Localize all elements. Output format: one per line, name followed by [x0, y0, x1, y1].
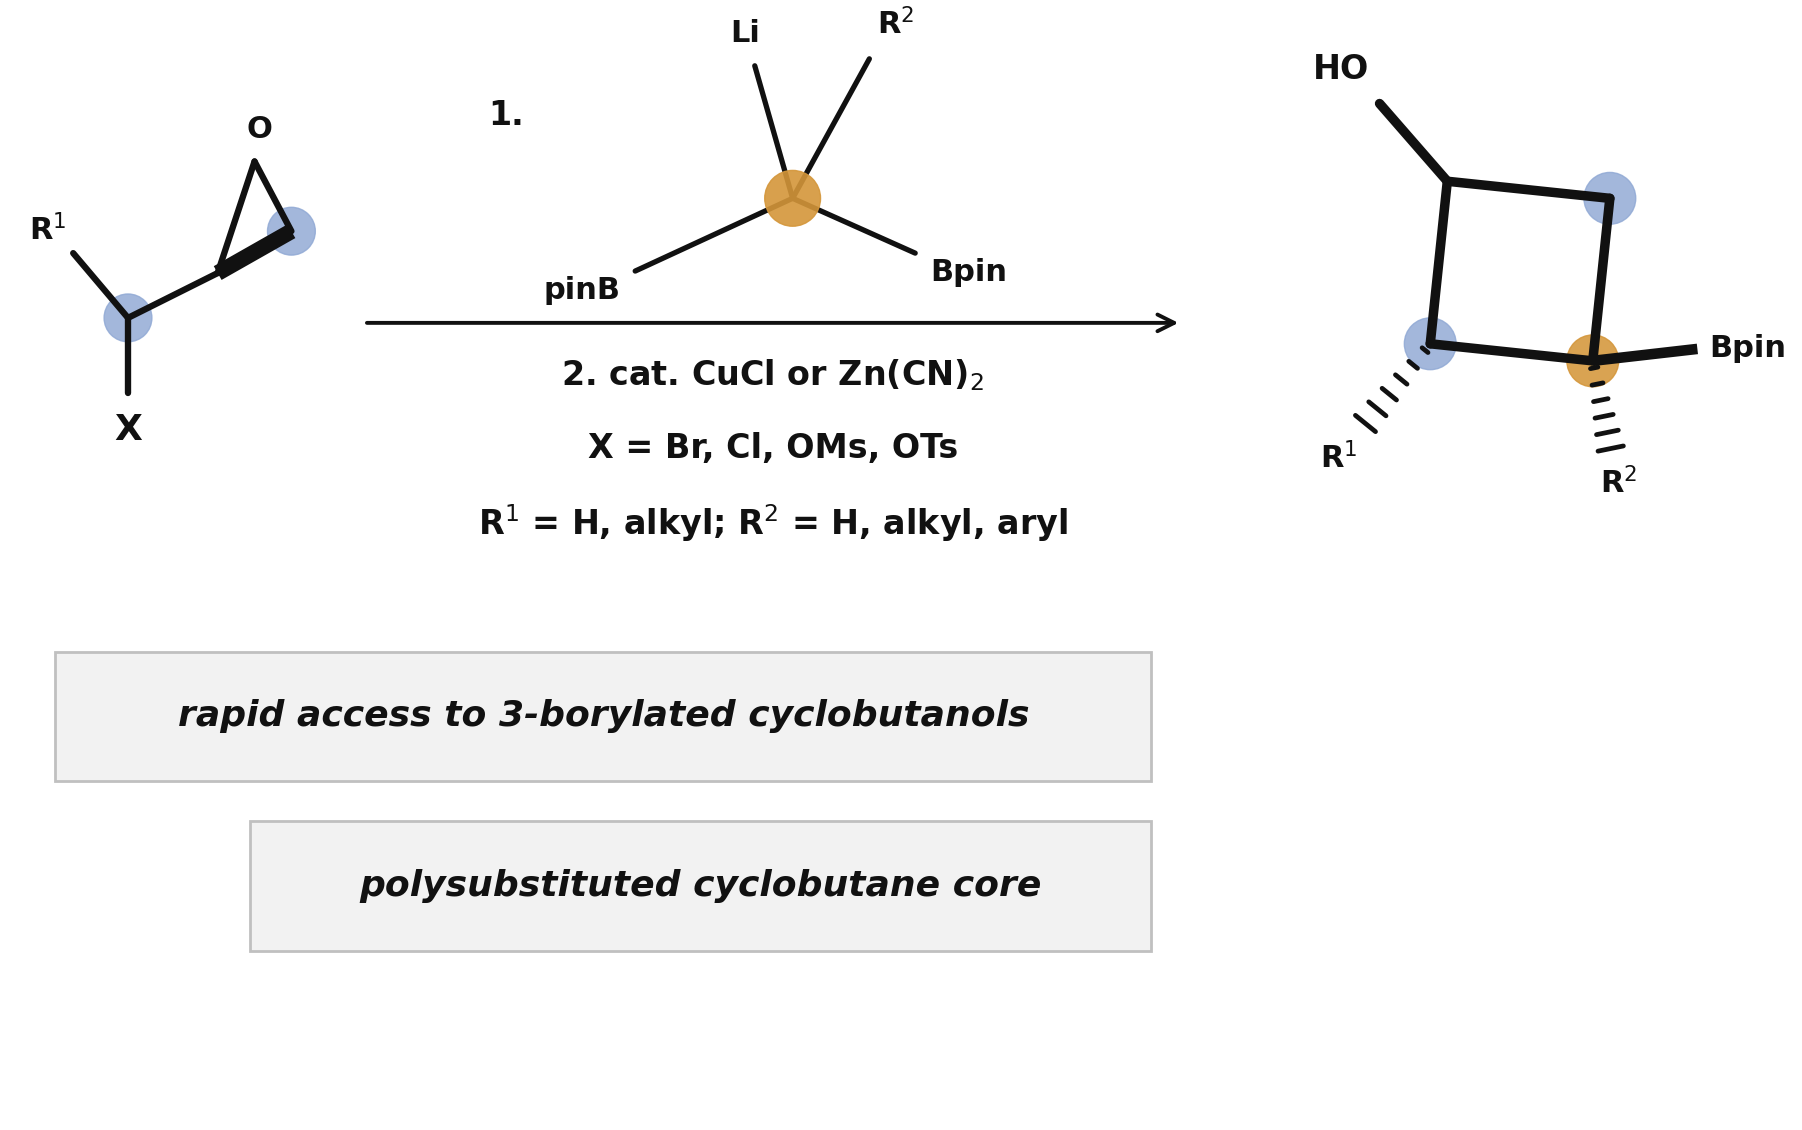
Circle shape — [1404, 318, 1456, 370]
Text: 2. cat. CuCl or Zn(CN)$_2$: 2. cat. CuCl or Zn(CN)$_2$ — [562, 358, 984, 393]
Text: 1.: 1. — [488, 98, 524, 132]
FancyBboxPatch shape — [249, 822, 1151, 950]
Text: HO: HO — [1314, 53, 1370, 86]
Text: R$^1$: R$^1$ — [1321, 442, 1357, 473]
Text: O: O — [247, 114, 272, 144]
Text: R$^1$: R$^1$ — [29, 214, 67, 246]
Text: Bpin: Bpin — [930, 258, 1007, 287]
Text: Li: Li — [730, 19, 760, 47]
Circle shape — [764, 171, 820, 226]
FancyBboxPatch shape — [56, 652, 1151, 781]
Circle shape — [267, 207, 315, 255]
Circle shape — [105, 294, 151, 341]
Text: R$^1$ = H, alkyl; R$^2$ = H, alkyl, aryl: R$^1$ = H, alkyl; R$^2$ = H, alkyl, aryl — [478, 502, 1067, 544]
Circle shape — [1584, 173, 1636, 224]
Text: Bpin: Bpin — [1710, 334, 1786, 364]
Text: X: X — [114, 412, 142, 446]
Text: polysubstituted cyclobutane core: polysubstituted cyclobutane core — [359, 869, 1042, 903]
Text: R$^2$: R$^2$ — [1600, 467, 1638, 499]
Text: X = Br, Cl, OMs, OTs: X = Br, Cl, OMs, OTs — [587, 433, 959, 466]
Text: rapid access to 3-borylated cyclobutanols: rapid access to 3-borylated cyclobutanol… — [178, 699, 1029, 733]
Text: R$^2$: R$^2$ — [878, 8, 915, 41]
Circle shape — [1568, 334, 1618, 386]
Text: pinB: pinB — [542, 276, 620, 305]
